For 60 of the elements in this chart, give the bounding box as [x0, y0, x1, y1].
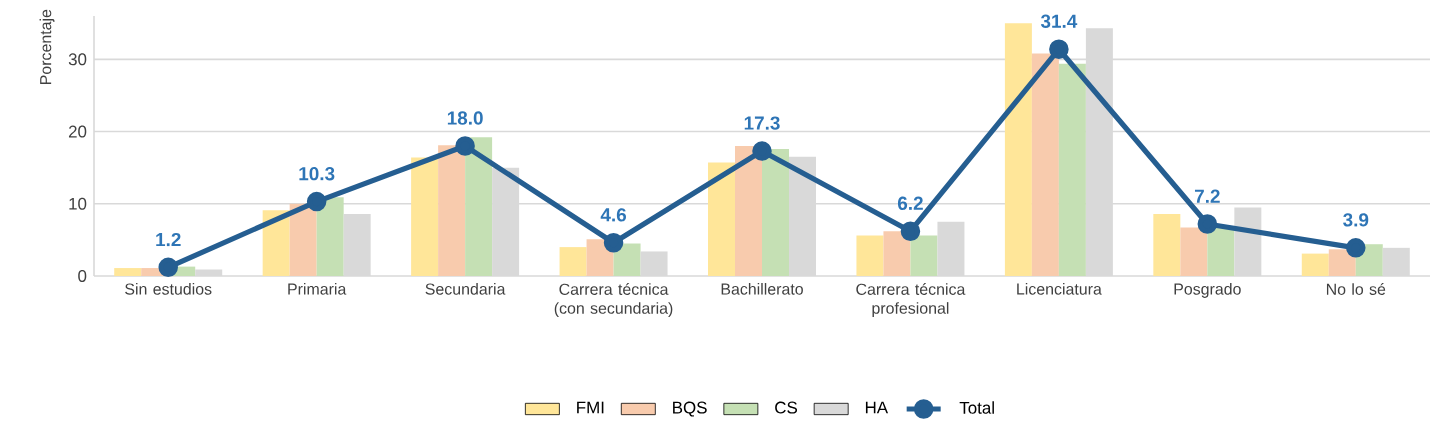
point [1197, 214, 1218, 234]
x-tick-label: Carrera técnica (con secundaria) [554, 283, 673, 318]
point [306, 191, 327, 212]
bar [735, 146, 762, 276]
data-label: 18.0 [447, 111, 483, 125]
point [158, 257, 178, 278]
y-axis-title: Porcentaje [39, 9, 55, 84]
data-label: 7.2 [1194, 189, 1220, 203]
bar [289, 203, 317, 276]
bar [1153, 213, 1181, 276]
x-tick-label: Licenciatura [1017, 283, 1102, 295]
bar [883, 231, 911, 276]
bar [411, 157, 439, 276]
bar [262, 210, 290, 276]
legend-label: CS [775, 401, 798, 414]
legend-label: FMI [577, 401, 604, 414]
x-tick-label: Posgrado [1174, 283, 1241, 298]
x-tick-label: Secundaria [425, 283, 506, 295]
y-tick-label: 20 [68, 125, 87, 138]
bar [1031, 53, 1059, 276]
x-tick-label: Bachillerato [721, 283, 803, 295]
bar [762, 148, 789, 276]
point [900, 221, 921, 241]
bar [1180, 227, 1208, 276]
data-label: 4.6 [600, 208, 627, 222]
bar [316, 197, 344, 276]
bar [910, 235, 938, 276]
bar [465, 137, 493, 276]
x-tick-label: Carrera técnica profesional [856, 283, 966, 318]
bar [1207, 226, 1235, 276]
bar [1058, 63, 1086, 276]
y-tick-label: 10 [69, 197, 87, 210]
data-label: 10.3 [299, 166, 335, 181]
legend-label: HA [865, 401, 889, 414]
data-label: 31.4 [1040, 14, 1078, 28]
bar [114, 268, 142, 276]
point [603, 233, 624, 253]
bar [559, 247, 587, 276]
data-label: 1.2 [156, 232, 181, 247]
point [1049, 39, 1069, 59]
data-label: 17.3 [744, 116, 780, 130]
x-tick-label: Primaria [288, 283, 347, 295]
legend-label: BQS [673, 401, 707, 417]
y-tick-label: 30 [68, 53, 87, 66]
x-tick-label: No lo sé [1326, 283, 1386, 295]
data-label: 3.9 [1343, 213, 1369, 227]
data-label: 6.2 [897, 196, 923, 210]
point [1346, 238, 1366, 258]
bar [438, 145, 466, 276]
bar [613, 243, 641, 276]
point [752, 141, 772, 161]
bar [1004, 23, 1032, 276]
bar [708, 162, 735, 276]
y-tick-label: 0 [78, 270, 87, 282]
point [455, 136, 475, 156]
bar [1301, 253, 1329, 276]
bar [1328, 249, 1356, 276]
x-tick-label: Sin estudios [125, 283, 212, 295]
bar [856, 235, 884, 276]
legend-label: Total [959, 401, 994, 414]
